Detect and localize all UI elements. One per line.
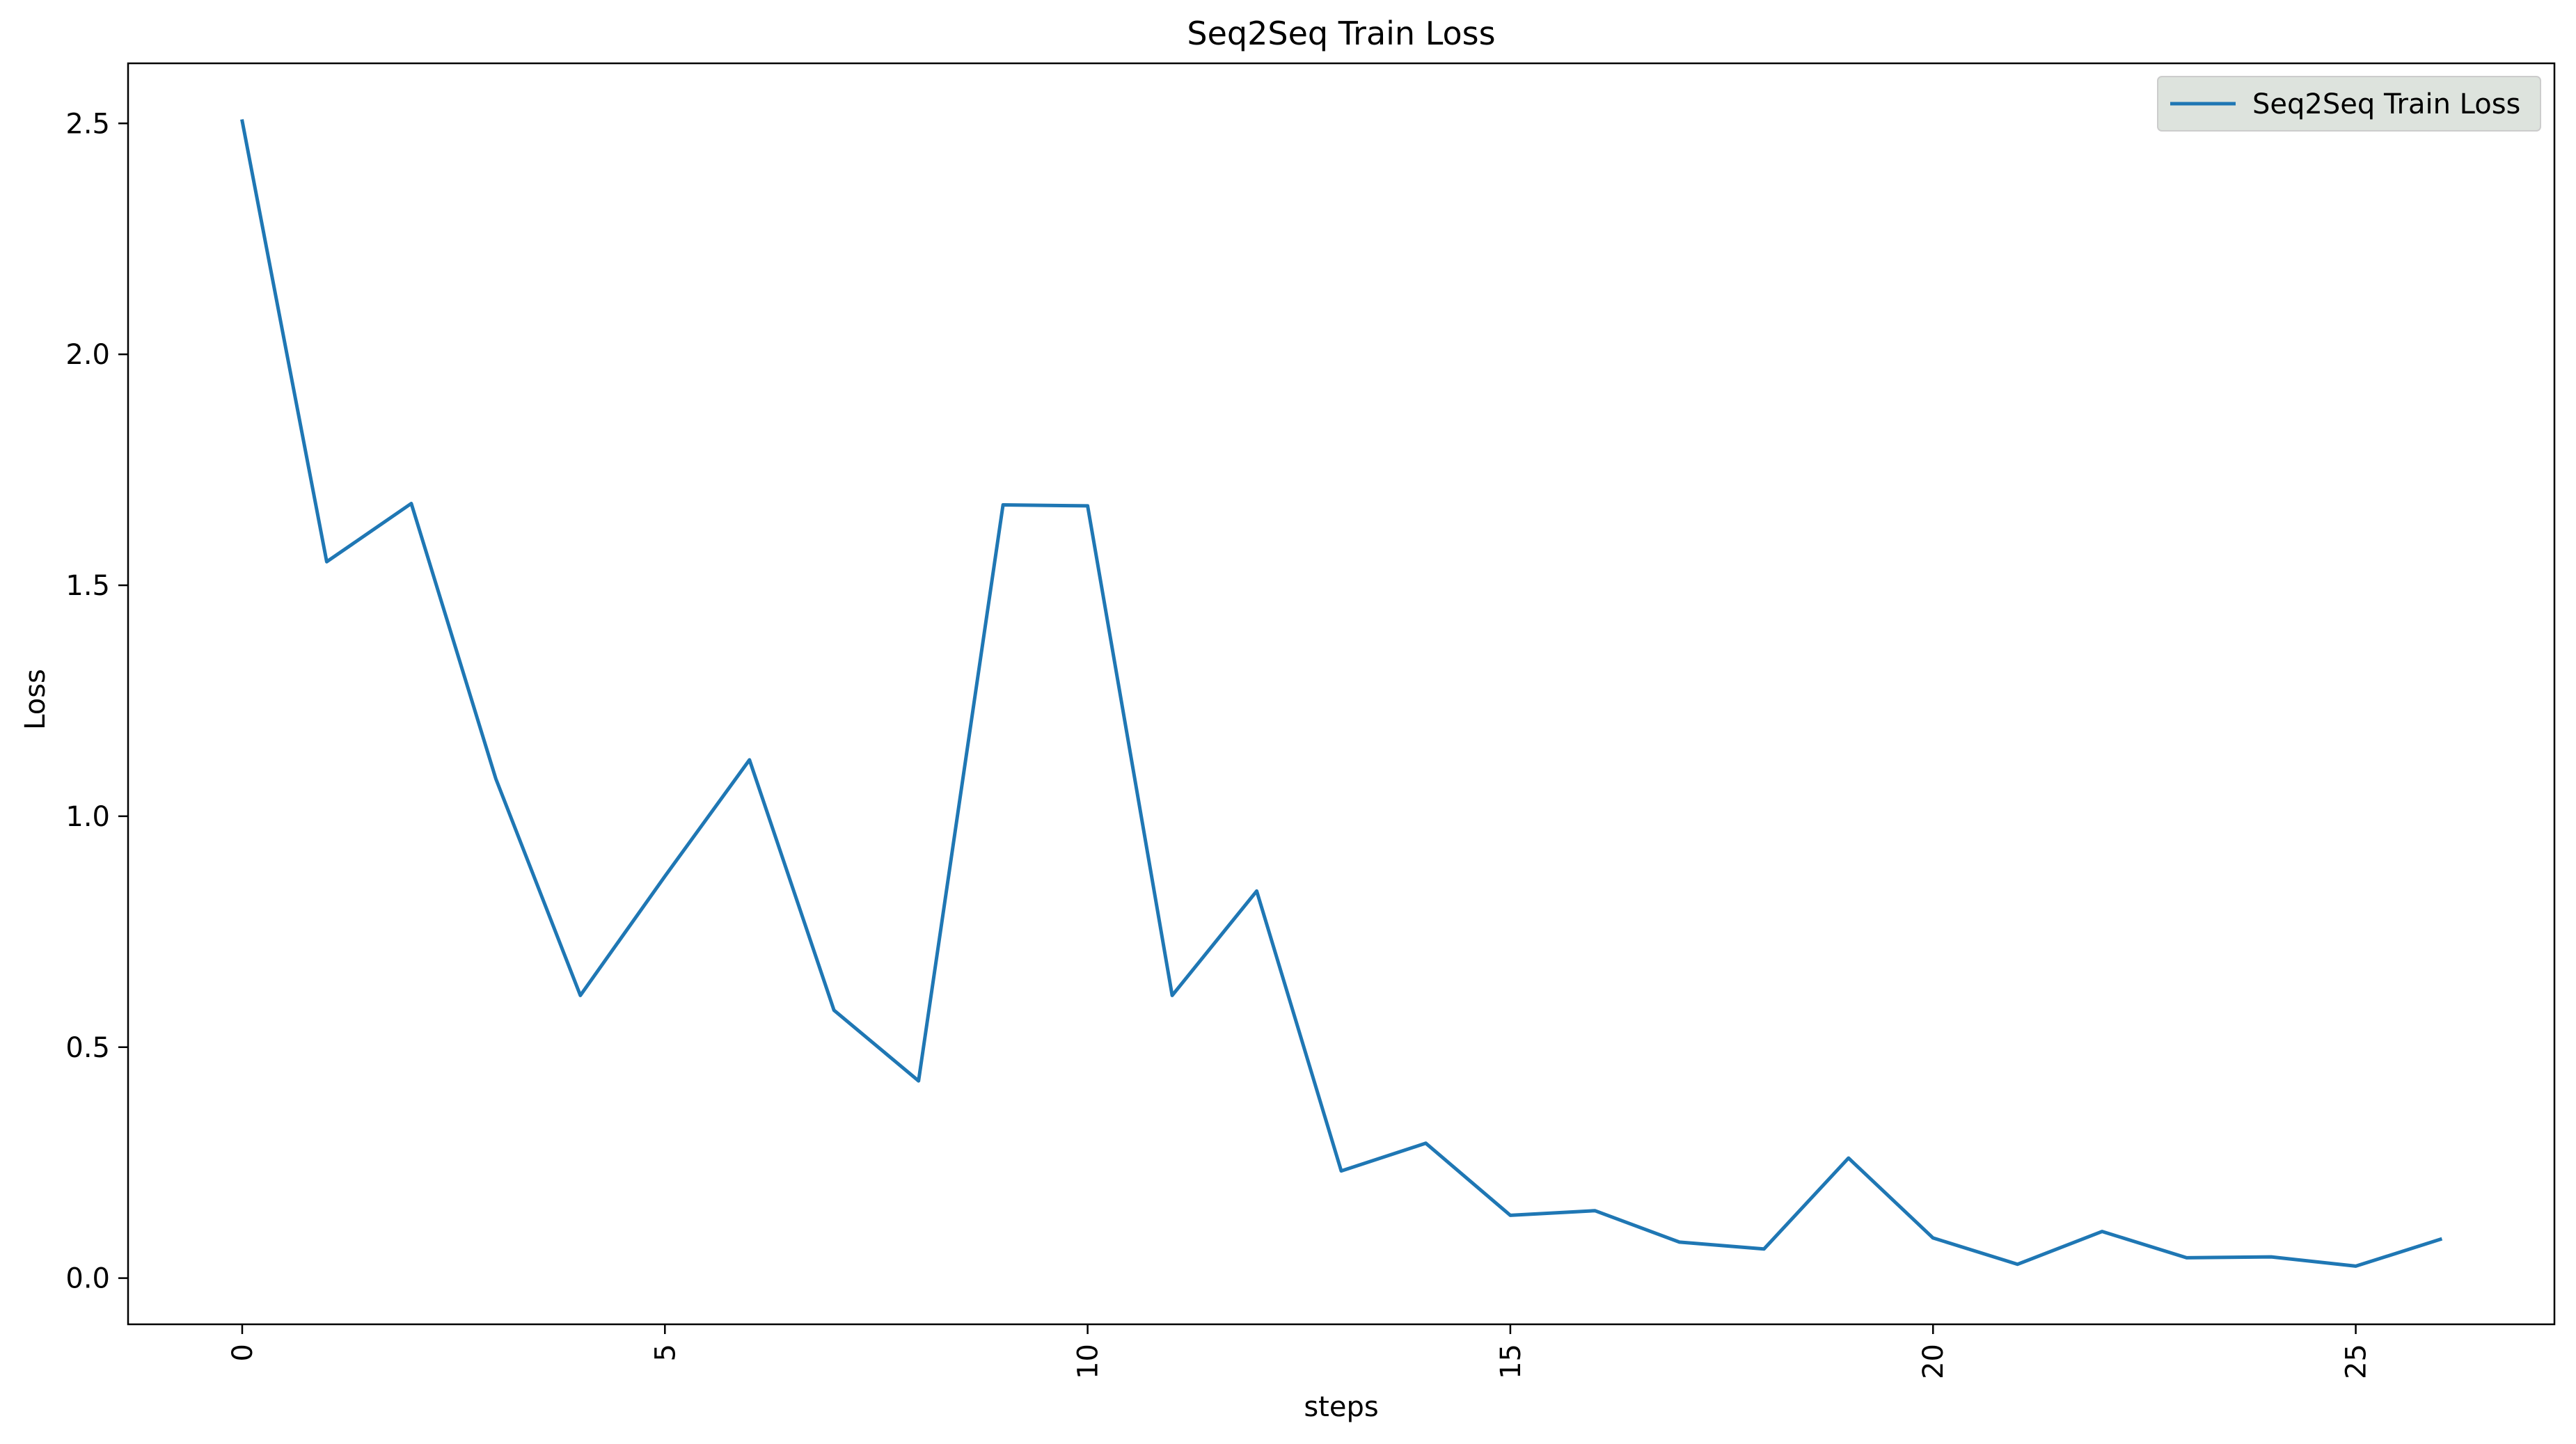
data-point: [1933, 1237, 1934, 1238]
data-point: [2186, 1257, 2187, 1258]
y-axis-label-group: Loss: [19, 669, 52, 730]
y-tick-label: 2.0: [65, 339, 110, 371]
x-tick-label: 25: [2341, 1344, 2373, 1379]
x-tick-label-group: 0: [227, 1344, 259, 1361]
data-point: [749, 759, 750, 760]
series-layer: [240, 119, 2443, 1268]
x-tick-label-group: 15: [1495, 1344, 1527, 1379]
x-tick-label: 0: [227, 1344, 259, 1361]
x-tick-label-group: 10: [1073, 1344, 1105, 1379]
x-tick-label-group: 25: [2341, 1344, 2373, 1379]
data-point: [2355, 1266, 2356, 1267]
data-point: [1848, 1158, 1849, 1159]
x-axis-label: steps: [1304, 1391, 1378, 1423]
x-tick-label: 10: [1073, 1344, 1105, 1379]
legend: Seq2Seq Train Loss: [2157, 76, 2541, 132]
data-point: [1679, 1241, 1680, 1242]
y-tick-label: 0.0: [65, 1263, 110, 1295]
data-point: [2102, 1231, 2103, 1232]
x-tick-label: 15: [1495, 1344, 1527, 1379]
legend-label: Seq2Seq Train Loss: [2252, 88, 2520, 120]
y-tick-label: 2.5: [65, 108, 110, 140]
x-tick-label-group: 20: [1918, 1344, 1950, 1379]
y-tick-label: 1.5: [65, 570, 110, 602]
x-tick-label: 5: [649, 1344, 681, 1361]
legend-box: [2157, 76, 2541, 132]
y-tick-label: 1.0: [65, 801, 110, 833]
y-axis-label: Loss: [19, 669, 52, 730]
data-point: [1172, 995, 1173, 996]
ticks-layer: 0.0 0.5 1.0 1.5 2.0 2.5 0 5 10 15 20 25: [65, 108, 2372, 1379]
chart-title: Seq2Seq Train Loss: [1187, 15, 1495, 52]
x-tick-label: 20: [1918, 1344, 1950, 1379]
data-point: [1087, 505, 1088, 506]
x-tick-label-group: 5: [649, 1344, 681, 1361]
series-line: [240, 119, 2443, 1268]
y-tick-label: 0.5: [65, 1032, 110, 1064]
plot-area-frame: [127, 62, 2556, 1326]
